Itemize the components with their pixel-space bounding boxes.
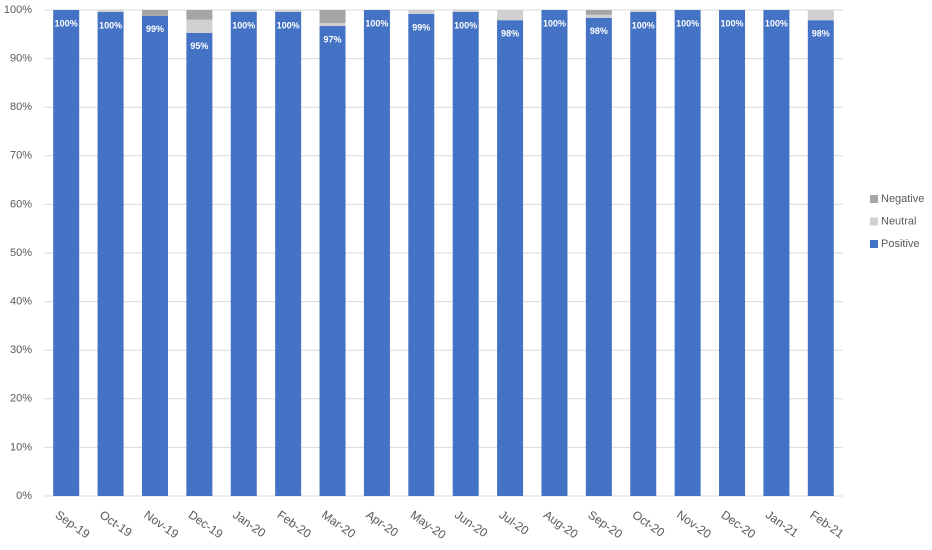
x-tick-label: Oct-20 [630,508,668,540]
data-label: 100% [676,18,699,28]
data-label: 100% [632,20,655,30]
data-label: 97% [324,34,342,44]
bar-segment [230,11,257,496]
bar-segment [408,10,435,14]
data-label: 100% [55,18,78,28]
data-label: 98% [590,26,608,36]
y-tick-label: 10% [10,441,32,453]
x-tick-label: Jan-20 [230,508,268,541]
y-tick-label: 100% [4,4,32,16]
data-label: 100% [765,18,788,28]
x-tick-label: Mar-20 [319,508,358,541]
y-tick-label: 60% [10,198,32,210]
data-label: 98% [501,29,519,39]
y-tick-label: 70% [10,150,32,162]
legend-swatch [870,217,878,226]
bar-segment [630,10,657,12]
data-label: 99% [412,22,430,32]
bar-segment [807,20,834,497]
bar-segment [141,10,168,16]
x-tick-label: Sep-19 [53,508,93,542]
bar-segment [186,19,213,33]
y-tick-label: 50% [10,247,32,259]
x-tick-label: Jul-20 [497,508,532,538]
x-tick-label: Feb-20 [275,508,314,541]
bar-segment [275,11,302,496]
y-tick-label: 90% [10,53,32,65]
bar-segment [585,17,612,496]
bar-segment [319,10,346,24]
data-label: 95% [190,41,208,51]
data-label: 100% [454,20,477,30]
bar-segment [674,10,701,496]
bar-segment [230,10,257,12]
legend-swatch [870,240,878,248]
x-tick-label: Jan-21 [763,508,801,541]
x-tick-label: Dec-19 [186,508,226,542]
bar-segment [97,11,124,496]
x-tick-label: Aug-20 [541,508,581,542]
y-tick-label: 20% [10,393,32,405]
legend-label: Positive [881,238,920,250]
data-label: 100% [99,20,122,30]
y-tick-label: 40% [10,296,32,308]
data-label: 98% [812,29,830,39]
bar-segment [585,14,612,18]
data-label: 100% [277,20,300,30]
y-tick-label: 80% [10,101,32,113]
legend-swatch [870,195,878,203]
data-label: 100% [543,18,566,28]
x-tick-label: Dec-20 [718,508,758,542]
bar-segment [585,10,612,15]
bar-segment [275,10,302,12]
bar-segment [497,10,524,21]
bar-segment [53,10,80,496]
x-tick-label: Jun-20 [452,508,490,541]
data-label: 100% [365,18,388,28]
x-tick-label: Nov-19 [141,508,181,542]
y-tick-label: 30% [10,344,32,356]
x-tick-label: Sep-20 [585,508,625,542]
x-tick-label: Feb-21 [807,508,846,541]
bar-segment [763,10,790,496]
bar-segment [630,11,657,496]
data-label: 100% [721,18,744,28]
bar-segment [186,32,213,496]
bar-segment [497,20,524,497]
bar-segment [319,26,346,497]
bar-segment [186,10,213,20]
bar-segment [541,10,568,496]
bar-segment [408,13,435,496]
bar-segment [452,11,479,496]
bar-segment [363,10,390,496]
bar-segment [319,23,346,27]
x-tick-label: Oct-19 [97,508,135,540]
data-label: 100% [232,20,255,30]
bar-segment [141,15,168,496]
bar-segment [807,10,834,21]
legend-label: Neutral [881,215,916,227]
x-tick-label: May-20 [408,508,449,543]
bar-segment [719,10,746,496]
bar-segment [452,10,479,12]
y-tick-label: 0% [16,490,32,502]
x-tick-label: Nov-20 [674,508,714,542]
x-tick-label: Apr-20 [363,508,401,540]
legend-label: Negative [881,193,924,205]
data-label: 99% [146,24,164,34]
bar-segment [97,10,124,12]
